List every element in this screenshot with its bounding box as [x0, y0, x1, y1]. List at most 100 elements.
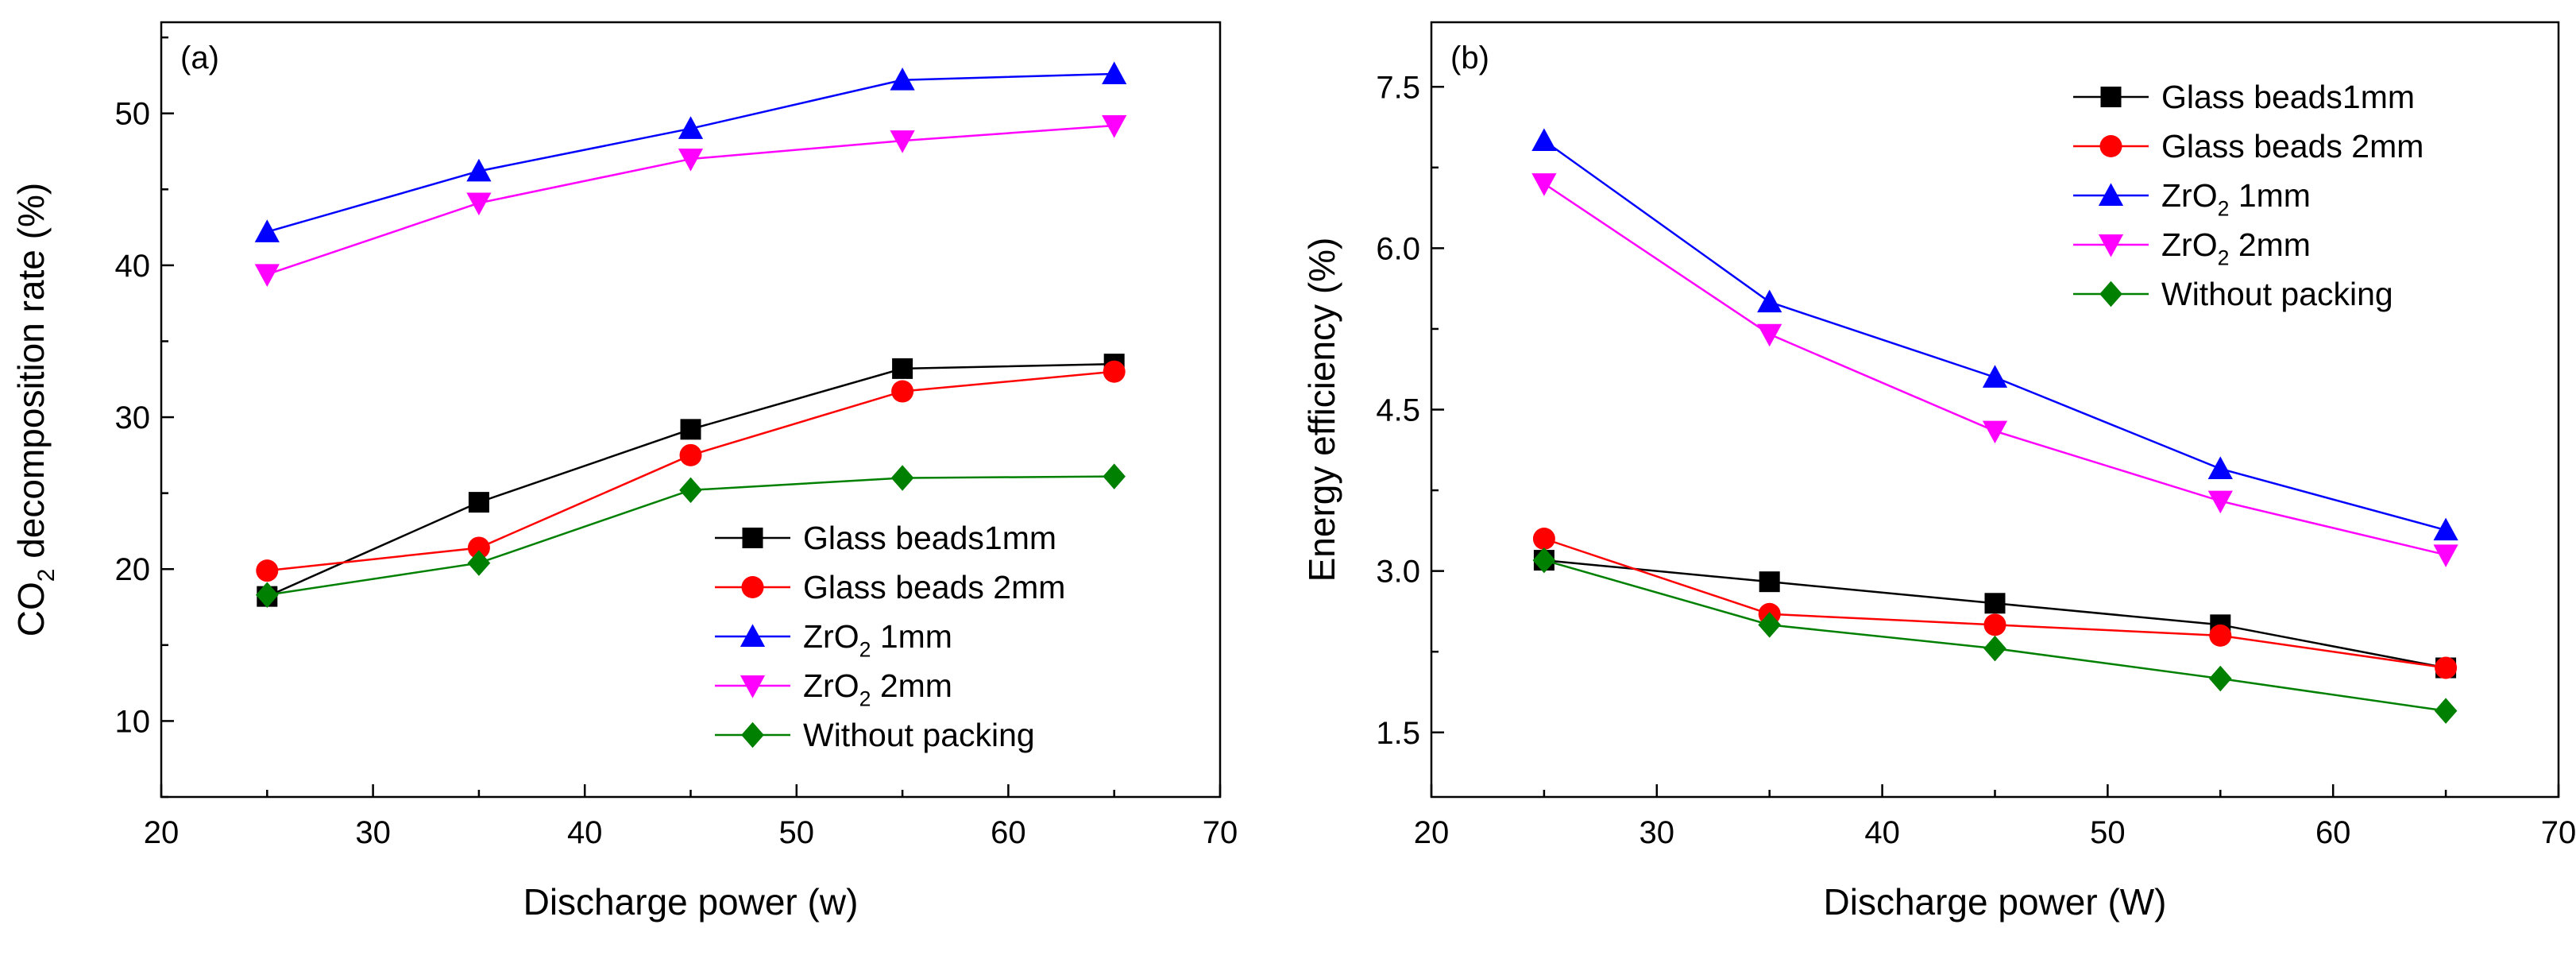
data-point	[1532, 547, 1556, 574]
data-point	[1103, 463, 1126, 489]
legend-label: ZrO2 2mm	[2161, 226, 2311, 269]
series-5	[1532, 547, 2458, 724]
legend-label-rest: 1mm	[871, 618, 952, 655]
legend-entry: ZrO2 1mm	[2073, 177, 2311, 220]
data-point	[254, 264, 280, 287]
data-point	[1982, 420, 2008, 444]
legend-entry: Glass beads 2mm	[715, 569, 1065, 605]
x-axis-label: Discharge power (w)	[523, 881, 859, 923]
legend-entry: ZrO2 2mm	[2073, 226, 2311, 269]
y-axis-label-rest: decomposition rate (%)	[10, 183, 52, 569]
data-point	[678, 149, 704, 172]
legend-marker	[2099, 280, 2122, 308]
data-point	[1983, 635, 2006, 662]
data-point	[1982, 365, 2008, 388]
x-tick-label: 50	[2090, 815, 2126, 850]
series-line	[266, 124, 1114, 276]
legend-entry: Glass beads1mm	[715, 520, 1056, 556]
data-point	[679, 477, 702, 504]
y-tick-label: 7.5	[1376, 70, 1420, 105]
data-point	[1102, 61, 1127, 84]
legend-label: Without packing	[803, 717, 1035, 753]
y-tick-label: 10	[115, 704, 151, 739]
data-point	[467, 550, 491, 576]
data-point	[466, 158, 492, 182]
legend-label: Without packing	[2161, 276, 2393, 312]
data-point	[2209, 624, 2232, 647]
data-point	[1103, 360, 1126, 383]
y-tick-label: 6.0	[1376, 231, 1420, 266]
x-tick-label: 40	[567, 815, 603, 850]
data-point	[892, 358, 913, 379]
legend-label-sub: 2	[2218, 246, 2230, 269]
legend-label: ZrO2 1mm	[803, 618, 952, 661]
data-point	[1759, 571, 1780, 593]
data-point	[1757, 323, 1782, 347]
data-point	[2207, 490, 2233, 514]
data-point	[1531, 128, 1557, 151]
data-point	[1102, 115, 1127, 138]
legend-label-main: Glass beads1mm	[2161, 79, 2415, 115]
legend-label-sub: 2	[2218, 196, 2230, 220]
series-3	[254, 61, 1127, 242]
legend-label-rest: 2mm	[2229, 226, 2311, 263]
data-point	[2433, 544, 2458, 567]
y-tick-label: 1.5	[1376, 716, 1420, 751]
legend-entry: ZrO2 2mm	[715, 667, 952, 710]
data-point	[1758, 612, 1781, 638]
data-point	[467, 536, 490, 559]
legend-entry: Without packing	[2073, 276, 2393, 312]
legend-label-main: ZrO	[803, 618, 859, 655]
x-tick-label: 20	[144, 815, 180, 850]
data-point	[2207, 456, 2233, 479]
legend-label-rest: 2mm	[871, 667, 952, 704]
y-axis-label: CO2 decomposition rate (%)	[10, 183, 60, 636]
y-axis-label-main: Energy efficiency (%)	[1301, 238, 1342, 582]
legend-marker	[740, 675, 766, 698]
series-2	[256, 360, 1126, 582]
panel-label: (b)	[1450, 41, 1489, 75]
data-point	[1984, 593, 2006, 614]
y-axis-label-main: CO	[10, 582, 52, 636]
x-tick-label: 60	[2315, 815, 2351, 850]
legend-label: Glass beads1mm	[2161, 79, 2415, 115]
x-tick-label: 70	[2541, 815, 2576, 850]
x-tick-label: 50	[779, 815, 815, 850]
legend-label: Glass beads1mm	[803, 520, 1056, 556]
data-point	[891, 380, 914, 403]
legend-label-sub: 2	[859, 637, 871, 661]
legend-label-main: ZrO	[2161, 226, 2218, 263]
legend-marker	[740, 624, 766, 647]
series-2	[1532, 528, 2458, 679]
data-point	[890, 130, 915, 153]
legend-entry: Glass beads1mm	[2073, 79, 2415, 115]
legend-marker	[2098, 234, 2124, 257]
data-point	[1983, 613, 2006, 636]
legend-label: Glass beads 2mm	[803, 569, 1065, 605]
panel-label: (a)	[180, 41, 219, 75]
data-point	[680, 419, 701, 440]
legend-label-rest: 1mm	[2229, 177, 2311, 214]
x-tick-label: 20	[1414, 815, 1450, 850]
chart-panel-1: 20 30 40 50 60 70 10 20 30 40 50 Discharge power (w…	[10, 21, 1238, 923]
y-tick-label: 40	[115, 249, 151, 284]
x-axis-label: Discharge power (W)	[1824, 881, 2167, 923]
data-point	[2435, 656, 2458, 679]
legend-label-main: ZrO	[2161, 177, 2218, 214]
legend-label-main: Glass beads1mm	[803, 520, 1056, 556]
data-point	[1757, 289, 1782, 313]
legend-marker	[741, 721, 764, 748]
data-point	[254, 219, 280, 242]
x-tick-label: 30	[355, 815, 391, 850]
data-point	[2433, 517, 2458, 541]
data-point	[468, 492, 489, 513]
legend-entry: ZrO2 1mm	[715, 618, 952, 661]
data-point	[679, 443, 702, 466]
x-tick-label: 30	[1639, 815, 1675, 850]
legend-label-main: Glass beads 2mm	[803, 569, 1065, 605]
data-point	[256, 582, 279, 608]
legend-marker	[741, 576, 764, 598]
series-5	[256, 463, 1126, 608]
